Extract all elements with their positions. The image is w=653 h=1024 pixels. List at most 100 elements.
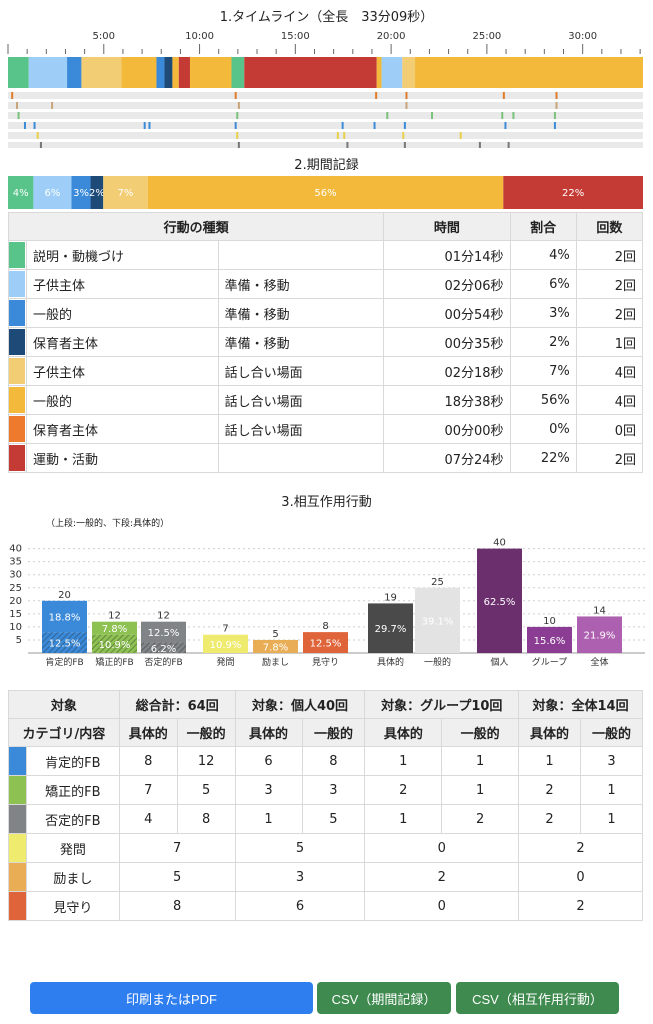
- behavior-scene: 話し合い場面: [217, 356, 385, 386]
- behavior-scene: 準備・移動: [217, 327, 385, 357]
- bar-value-label: 25: [431, 577, 444, 588]
- header-ratio: 割合: [509, 212, 577, 241]
- swatch-fill: [9, 358, 25, 384]
- timeline-event-mark: [51, 102, 54, 109]
- count-cell: 0: [364, 891, 520, 921]
- bar-pct-label: 39.1%: [422, 616, 454, 627]
- bar-value-label: 8: [322, 621, 328, 632]
- behavior-time: 18分38秒: [383, 385, 511, 415]
- behavior-count: 2回: [575, 298, 644, 328]
- summary-subheader: 一般的: [301, 718, 366, 747]
- y-tick-label: 35: [9, 557, 22, 568]
- behavior-scene: 話し合い場面: [217, 385, 385, 415]
- period-bar-label: 4%: [13, 188, 29, 199]
- swatch-fill: [9, 300, 25, 326]
- chart-bar-hatch: [92, 634, 137, 653]
- behavior-name: 保育者主体: [26, 414, 219, 444]
- bar-pct-label: 12.5%: [148, 628, 180, 639]
- category-label: 否定的FB: [25, 804, 120, 834]
- summary-row: 肯定的FB 8 12 6 8 1 1 1 3: [8, 746, 643, 776]
- timeline-segment: [156, 57, 165, 88]
- count-cell: 2: [518, 833, 643, 863]
- timeline-event-track: [8, 92, 643, 99]
- timeline-event-mark: [33, 122, 36, 129]
- period-row: 説明・動機づけ 01分14秒 4% 2回: [7, 240, 644, 270]
- timeline-event-mark: [15, 102, 18, 109]
- bar-pct-label: 15.6%: [534, 636, 566, 647]
- behavior-ratio: 3%: [509, 298, 577, 328]
- timeline-segment: [244, 57, 377, 88]
- summary-header-whole: 対象：全体14回: [518, 690, 643, 719]
- count-cell: 0: [364, 833, 520, 863]
- bar-pct-label: 18.8%: [49, 612, 81, 623]
- summary-row: 否定的FB 4 8 1 5 1 2 2 1: [8, 804, 643, 834]
- count-cell: 3: [234, 862, 366, 892]
- count-cell: 5: [118, 862, 236, 892]
- summary-subheader: 具体的: [518, 718, 582, 747]
- print-pdf-button[interactable]: 印刷またはPDF: [30, 982, 313, 1014]
- csv-interaction-button[interactable]: CSV（相互作用行動）: [456, 982, 619, 1014]
- timeline-segment: [121, 57, 157, 88]
- period-bar-segment: [90, 176, 104, 209]
- timeline-event-mark: [555, 102, 558, 109]
- period-bar-segment: [503, 176, 643, 209]
- timeline-event-mark: [341, 122, 344, 129]
- chart-bar: [253, 639, 298, 653]
- y-tick-label: 20: [9, 596, 22, 607]
- timeline-segment: [172, 57, 179, 88]
- timeline-event-mark: [431, 112, 434, 119]
- interaction-bar-chart: 5 10 15 20 25 30 35 40 18.8% 12.5% 20 肯定的FB 7.8% 10.9…: [9, 538, 645, 668]
- period-bar-label: 6%: [45, 188, 61, 199]
- count-cell: 3: [301, 775, 366, 805]
- timeline-event-mark: [403, 142, 406, 148]
- summary-header-total: 総合計：64回: [118, 690, 236, 719]
- category-label: 矯正的FB: [25, 775, 120, 805]
- swatch-fill: [9, 242, 25, 268]
- count-cell: 2: [518, 775, 582, 805]
- csv-period-button[interactable]: CSV（期間記録）: [317, 982, 451, 1014]
- swatch-fill: [9, 387, 25, 413]
- chart-bar-top: [141, 621, 186, 643]
- period-row: 子供主体 話し合い場面 02分18秒 7% 4回: [7, 356, 644, 386]
- timeline-event-mark: [375, 92, 378, 99]
- chart-bar: [477, 548, 522, 653]
- chart-note: （上段:一般的、下段:具体的）: [46, 519, 170, 529]
- timeline-segment: [67, 57, 82, 88]
- count-cell: 6: [234, 891, 366, 921]
- behavior-time: 01分14秒: [383, 240, 511, 270]
- behavior-ratio: 56%: [509, 385, 577, 415]
- category-label: 見守り: [25, 891, 120, 921]
- timeline-event-mark: [502, 92, 505, 99]
- color-swatch: [7, 443, 28, 473]
- chart-bar: [577, 616, 622, 653]
- bar-value-label: 7: [222, 624, 228, 635]
- timeline-event-mark: [504, 122, 507, 129]
- bar-value-label: 40: [493, 538, 506, 549]
- bar-pct-label: 29.7%: [375, 624, 407, 635]
- period-bar-segment: [71, 176, 91, 209]
- color-swatch: [8, 891, 27, 921]
- behavior-name: 一般的: [26, 385, 219, 415]
- timeline-event-track: [8, 112, 643, 119]
- timeline-event-track: [8, 142, 643, 148]
- summary-table: 対象 総合計：64回 対象：個人40回 対象：グループ10回 対象：全体14回 …: [8, 690, 643, 921]
- count-cell: 8: [118, 891, 236, 921]
- behavior-time: 00分54秒: [383, 298, 511, 328]
- behavior-scene: [217, 443, 385, 473]
- behavior-time: 00分35秒: [383, 327, 511, 357]
- bar-value-label: 12: [108, 611, 121, 622]
- count-cell: 2: [518, 804, 582, 834]
- timeline-event-mark: [148, 122, 151, 129]
- count-cell: 1: [441, 746, 520, 776]
- timeline-event-mark: [555, 92, 558, 99]
- summary-subheader-row: カテゴリ/内容 具体的 一般的 具体的 一般的 具体的 一般的 具体的 一般的: [8, 718, 643, 747]
- count-cell: 8: [118, 746, 178, 776]
- behavior-count: 1回: [575, 327, 644, 357]
- period-bar-label: 7%: [118, 188, 134, 199]
- timeline-event-mark: [39, 142, 42, 148]
- summary-row: 励まし 5 3 2 0: [8, 862, 643, 892]
- summary-subheader: 一般的: [580, 718, 643, 747]
- x-category-label: 発問: [216, 656, 234, 668]
- bar-pct-label: 12.5%: [49, 639, 81, 650]
- summary-subheader: 具体的: [234, 718, 303, 747]
